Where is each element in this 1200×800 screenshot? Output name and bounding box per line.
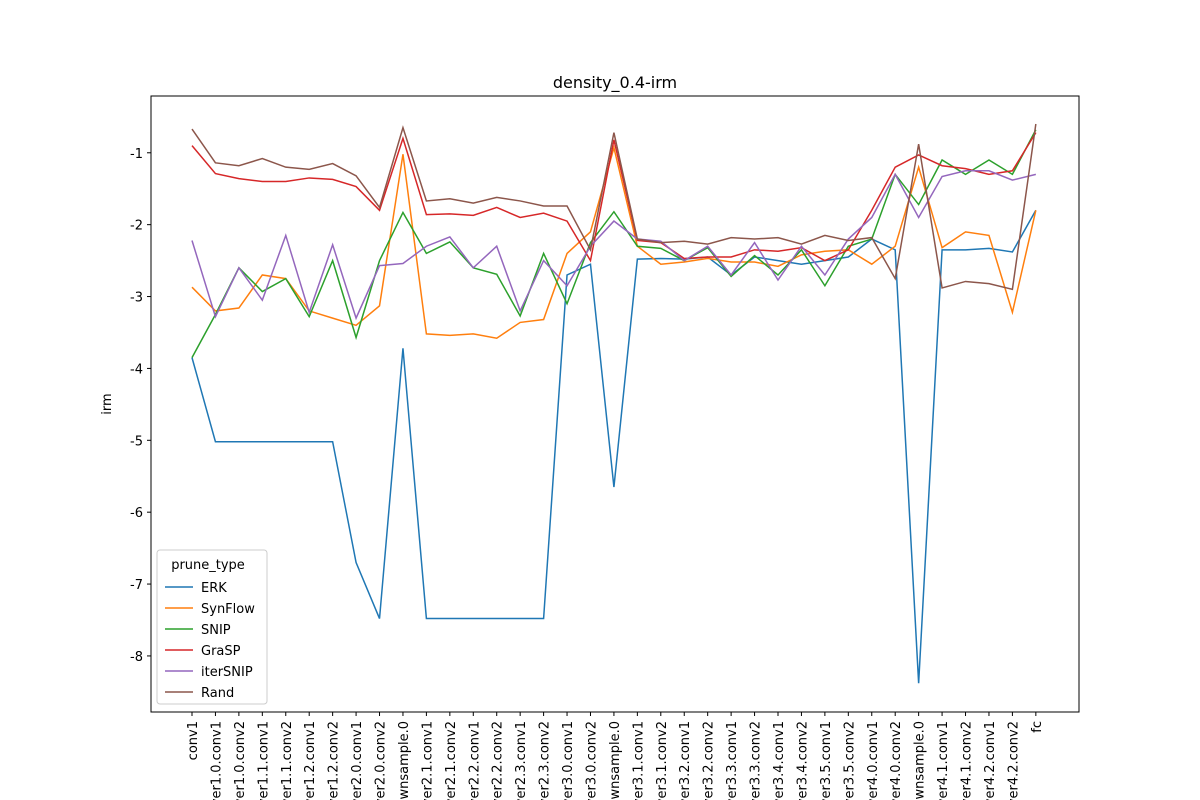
- x-tick-label: layer4.0.conv2: [889, 721, 904, 800]
- x-tick-label: layer3.1.conv2: [655, 721, 670, 800]
- x-tick-label: layer2.0.conv2: [374, 721, 389, 800]
- y-tick-label: -7: [130, 578, 143, 593]
- x-tick-label: layer4.0.downsample.0: [913, 721, 928, 800]
- x-tick-label: layer3.2.conv2: [702, 721, 717, 800]
- legend-label: SNIP: [201, 623, 231, 638]
- line-series: [191, 132, 1037, 263]
- line-series: [191, 144, 1037, 340]
- x-tick-label: layer2.1.conv1: [420, 721, 435, 800]
- y-axis-label: irm: [100, 393, 115, 414]
- x-tick-label: layer3.0.conv1: [561, 721, 576, 800]
- y-tick-label: -3: [130, 291, 143, 306]
- x-tick-label: layer1.0.conv1: [209, 721, 224, 800]
- x-tick-label: layer3.0.conv2: [584, 721, 599, 800]
- x-tick-label: layer3.3.conv1: [725, 721, 740, 800]
- x-tick-label: layer2.0.conv1: [350, 721, 365, 800]
- plot-frame: [150, 95, 1080, 713]
- x-tick-label: layer3.5.conv1: [819, 721, 834, 800]
- legend-label: Rand: [201, 686, 234, 701]
- y-tick-label: -5: [130, 434, 143, 449]
- x-tick-label: layer1.1.conv1: [256, 721, 271, 800]
- y-tick-label: -8: [130, 650, 143, 665]
- line-series: [191, 209, 1037, 684]
- x-tick-label: layer2.3.conv2: [538, 721, 553, 800]
- legend-label: GraSP: [201, 644, 241, 659]
- y-tick-label: -2: [130, 219, 143, 234]
- y-tick-label: -4: [130, 362, 143, 377]
- y-tick-label: -6: [130, 506, 143, 521]
- x-tick-label: layer4.1.conv2: [960, 721, 975, 800]
- x-tick-label: layer3.4.conv1: [772, 721, 787, 800]
- x-tick-label: layer1.1.conv2: [280, 721, 295, 800]
- legend-label: ERK: [201, 581, 227, 596]
- x-tick-label: conv1: [186, 721, 201, 760]
- x-tick-label: layer1.2.conv1: [303, 721, 318, 800]
- x-tick-label: layer3.2.conv1: [678, 721, 693, 800]
- x-tick-label: layer3.4.conv2: [795, 721, 810, 800]
- x-tick-label: layer3.1.conv1: [631, 721, 646, 800]
- x-tick-label: layer1.0.conv2: [233, 721, 248, 800]
- x-tick-label: layer4.2.conv2: [1006, 721, 1021, 800]
- legend-title: prune_type: [171, 558, 245, 573]
- legend-label: iterSNIP: [201, 665, 253, 680]
- x-tick-label: layer4.1.conv1: [936, 721, 951, 800]
- x-tick-label: fc: [1030, 721, 1045, 733]
- line-series: [191, 123, 1037, 291]
- x-tick-label: layer2.2.conv2: [491, 721, 506, 800]
- line-series: [191, 170, 1037, 321]
- x-tick-label: layer2.2.conv1: [467, 721, 482, 800]
- y-tick-label: -1: [130, 147, 143, 162]
- legend-label: SynFlow: [201, 602, 255, 617]
- x-tick-label: layer2.1.conv2: [444, 721, 459, 800]
- x-tick-label: layer2.0.downsample.0: [397, 721, 412, 800]
- x-tick-label: layer2.3.conv1: [514, 721, 529, 800]
- x-tick-label: layer4.0.conv1: [866, 721, 881, 800]
- x-tick-label: layer3.5.conv2: [842, 721, 857, 800]
- x-tick-label: layer1.2.conv2: [327, 721, 342, 800]
- x-tick-label: layer3.3.conv2: [749, 721, 764, 800]
- x-tick-label: layer3.0.downsample.0: [608, 721, 623, 800]
- chart-title: density_0.4-irm: [553, 73, 677, 93]
- legend-box: [156, 549, 268, 705]
- x-tick-label: layer4.2.conv1: [983, 721, 998, 800]
